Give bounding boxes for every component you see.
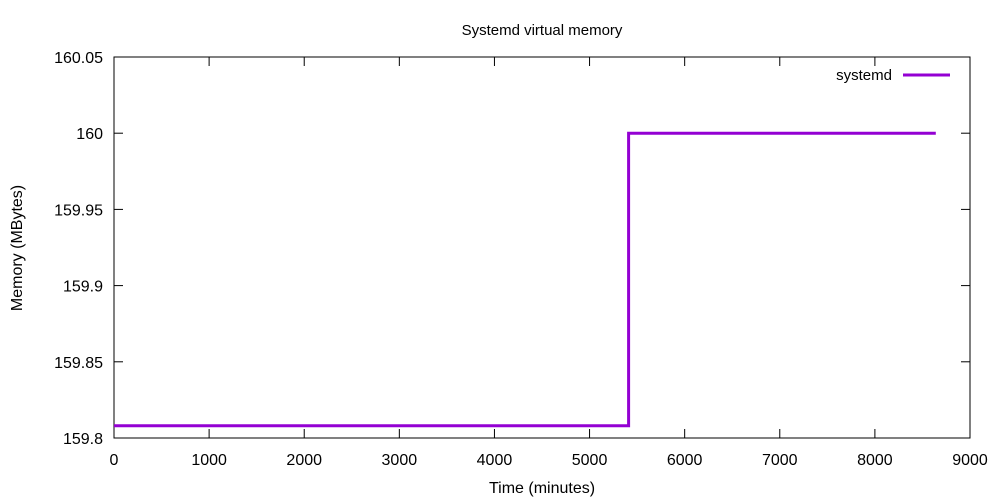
x-tick-label: 3000 (382, 452, 418, 469)
x-tick-label: 7000 (762, 452, 798, 469)
y-tick-label: 160 (76, 126, 103, 143)
x-axis-label: Time (minutes) (489, 480, 595, 497)
series-layer (114, 131, 936, 428)
plot-frame (113, 56, 971, 439)
series-line-systemd (114, 131, 936, 428)
x-tick-label: 8000 (857, 452, 893, 469)
legend-label-systemd: systemd (836, 67, 892, 84)
x-tick-label: 1000 (191, 452, 227, 469)
legend: systemd (836, 67, 950, 84)
x-axis: 0 1000 2000 3000 4000 5000 6000 7000 8000 9000 (110, 57, 988, 469)
y-tick-label: 159.8 (63, 431, 103, 448)
x-tick-label: 4000 (477, 452, 513, 469)
x-tick-label: 6000 (667, 452, 703, 469)
y-tick-label: 159.85 (54, 355, 103, 372)
y-tick-label: 159.95 (54, 202, 103, 219)
y-tick-label: 160.05 (54, 50, 103, 67)
x-tick-label: 2000 (286, 452, 322, 469)
x-tick-label: 0 (110, 452, 119, 469)
y-tick-label: 159.9 (63, 279, 103, 296)
x-tick-label: 5000 (572, 452, 608, 469)
chart-title: Systemd virtual memory (462, 22, 623, 39)
y-axis-label: Memory (MBytes) (9, 185, 26, 311)
y-axis: 159.8 159.85 159.9 159.95 160 160.05 (54, 50, 970, 448)
x-tick-label: 9000 (952, 452, 988, 469)
